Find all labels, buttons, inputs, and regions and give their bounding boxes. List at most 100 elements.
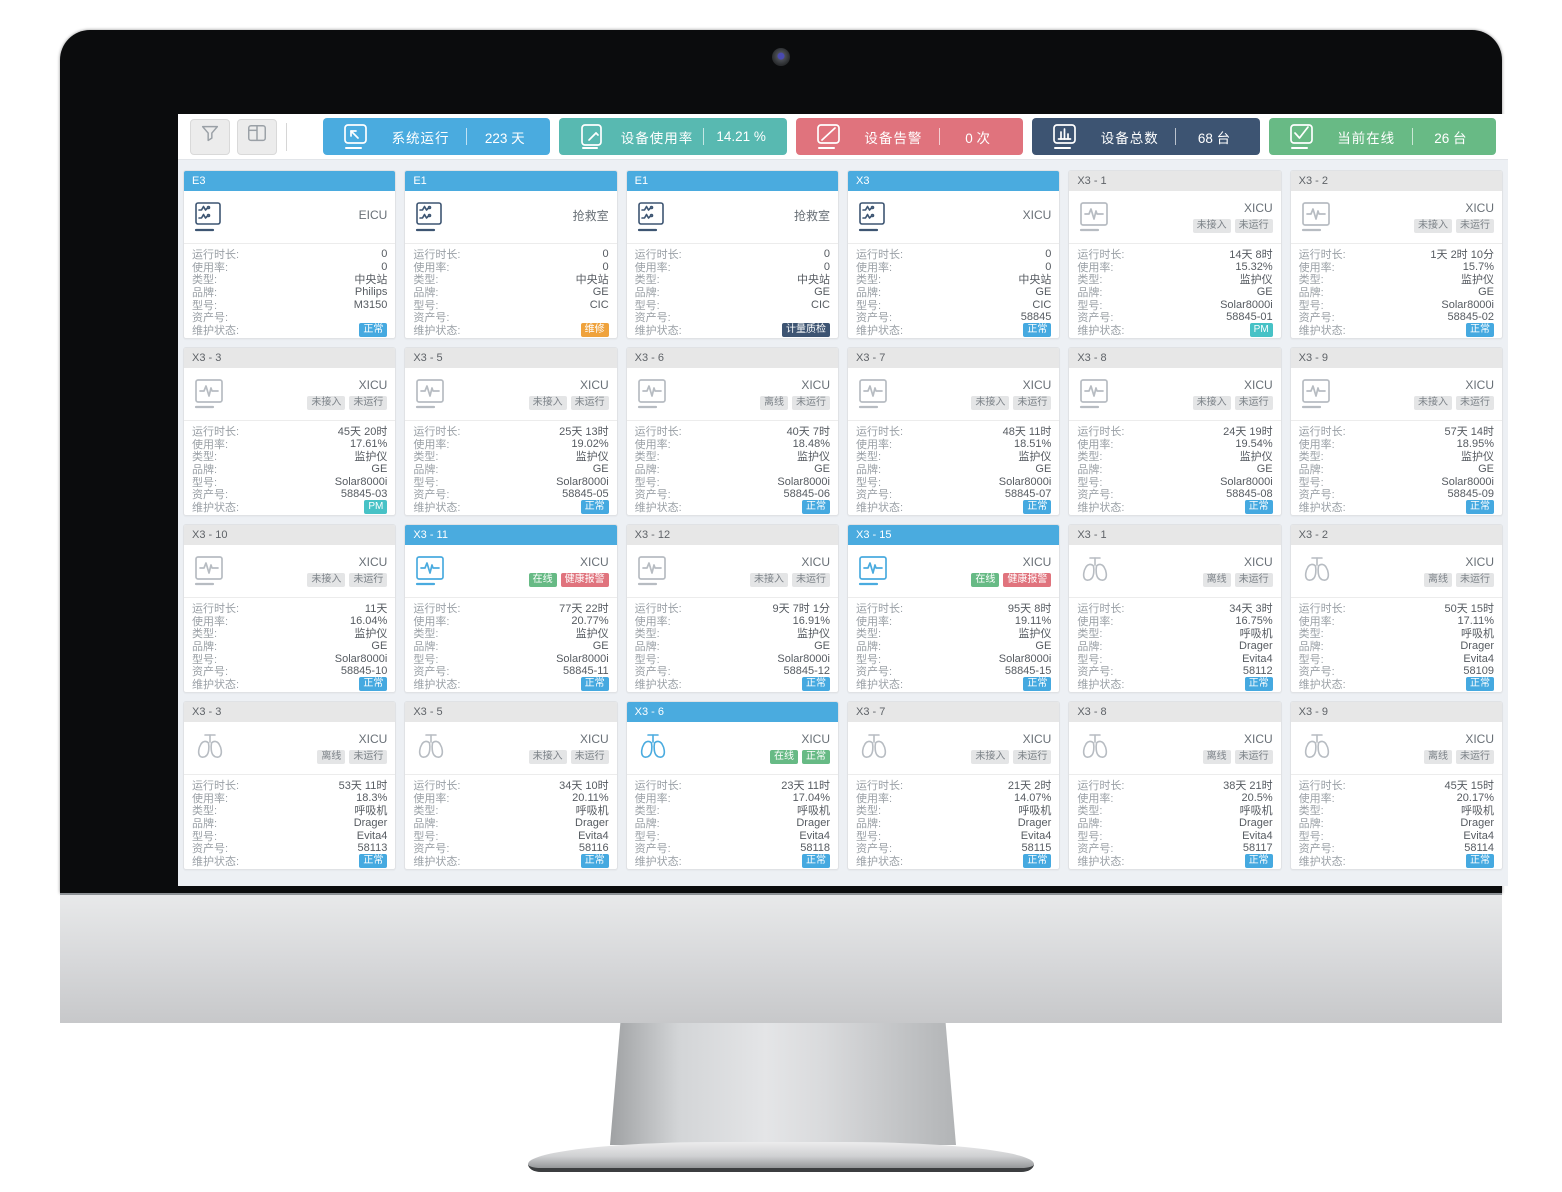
field-value: 58112 bbox=[1242, 665, 1273, 678]
detail-row-type: 类型: 监护仪 bbox=[856, 450, 1051, 463]
device-card[interactable]: X3 - 11 XICU 在线 健康报警 运行时长: 77天 22时 使用率: 2… bbox=[404, 524, 618, 693]
detail-row-asset: 资产号: 58114 bbox=[1299, 842, 1494, 855]
status-badges: 离线 未运行 bbox=[1202, 573, 1273, 587]
field-value: Evita4 bbox=[1242, 829, 1273, 842]
device-card[interactable]: X3 - 7 XICU 未接入 未运行 运行时长: 48天 11时 使用率: 18… bbox=[846, 347, 1061, 516]
stat-chip-total-devices[interactable]: 设备总数 68 台 bbox=[1032, 118, 1260, 155]
detail-row-runtime: 运行时长: 95天 8时 bbox=[856, 602, 1051, 615]
field-value: 监护仪 bbox=[354, 451, 388, 464]
detail-row-model: 型号: Solar8000i bbox=[192, 475, 387, 489]
device-card[interactable]: E1 抢救室 运行时长: 0 使用率: 0 类型: 中央站 bbox=[625, 170, 839, 339]
field-label: 使用率: bbox=[1298, 261, 1335, 274]
stat-chip-system-uptime[interactable]: 系统运行 223 天 bbox=[323, 118, 551, 155]
device-card[interactable]: X3 XICU 运行时长: 0 使用率: 0 类型: 中央站 bbox=[846, 170, 1061, 339]
field-label: 使用率: bbox=[1298, 615, 1335, 628]
field-label: 运行时长: bbox=[192, 426, 240, 439]
patient-monitor-icon bbox=[637, 379, 666, 409]
status-badges: 在线 健康报警 bbox=[528, 573, 609, 587]
device-card[interactable]: X3 - 5 XICU 未接入 未运行 运行时长: 34天 10时 使用率: 20… bbox=[404, 701, 618, 870]
status-badge: 未接入 bbox=[749, 573, 788, 587]
device-card[interactable]: E3 EICU 运行时长: 0 使用率: 0 类型: 中央站 bbox=[183, 170, 397, 339]
maintenance-badge: 正常 bbox=[1244, 676, 1273, 691]
device-details: 运行时长: 57天 14时 使用率: 18.95% 类型: 监护仪 品牌: GE… bbox=[1291, 421, 1502, 515]
stat-chip-usage-rate[interactable]: 设备使用率 14.21 % bbox=[559, 118, 787, 155]
device-card[interactable]: X3 - 9 XICU 离线 未运行 运行时长: 45天 15时 使用率: 20.… bbox=[1289, 701, 1503, 870]
device-details: 运行时长: 0 使用率: 0 类型: 中央站 品牌: GE 型号: CIC 资产… bbox=[405, 244, 616, 338]
detail-row-asset: 资产号: 58845-06 bbox=[635, 488, 830, 501]
field-value: 20.77% bbox=[571, 614, 609, 627]
field-label: 品牌: bbox=[192, 287, 218, 300]
device-id: X3 - 12 bbox=[626, 525, 838, 545]
location-label: XICU bbox=[801, 555, 830, 569]
chip-divider bbox=[702, 128, 704, 145]
device-card[interactable]: X3 - 1 XICU 未接入 未运行 运行时长: 14天 8时 使用率: 15.… bbox=[1068, 170, 1282, 339]
field-label: 维护状态: bbox=[634, 855, 682, 868]
detail-row-asset: 资产号: 58113 bbox=[192, 842, 387, 855]
field-value: 58845-10 bbox=[340, 665, 388, 678]
detail-row-model: 型号: CIC bbox=[635, 298, 830, 312]
detail-row-usage: 使用率: 19.11% bbox=[856, 615, 1051, 628]
field-value: M3150 bbox=[353, 298, 388, 311]
field-value: 20.5% bbox=[1241, 791, 1273, 804]
location-label: XICU bbox=[1022, 378, 1052, 392]
device-card[interactable]: X3 - 8 XICU 离线 未运行 运行时长: 38天 21时 使用率: 20.… bbox=[1068, 701, 1282, 870]
layout-button[interactable] bbox=[237, 118, 277, 155]
status-badges: 未接入 未运行 bbox=[971, 396, 1052, 410]
detail-row-usage: 使用率: 16.04% bbox=[192, 615, 387, 628]
field-label: 品牌: bbox=[1077, 464, 1103, 477]
detail-row-brand: 品牌: GE bbox=[1077, 463, 1272, 476]
device-type-icon bbox=[635, 201, 677, 233]
device-card[interactable]: X3 - 3 XICU 离线 未运行 运行时长: 53天 11时 使用率: 18.… bbox=[183, 701, 397, 870]
detail-row-maintenance: 维护状态: 正常 bbox=[1077, 676, 1273, 691]
field-value: 0 bbox=[602, 260, 609, 273]
card-grid: E3 EICU 运行时长: 0 使用率: 0 类型: 中央站 bbox=[178, 160, 1508, 880]
detail-row-usage: 使用率: 17.61% bbox=[192, 438, 387, 451]
device-card[interactable]: X3 - 6 XICU 离线 未运行 运行时长: 40天 7时 使用率: 18.4… bbox=[625, 347, 839, 516]
device-card[interactable]: X3 - 1 XICU 离线 未运行 运行时长: 34天 3时 使用率: 16.7… bbox=[1068, 524, 1282, 693]
status-badges: 未接入 未运行 bbox=[1413, 219, 1494, 233]
field-value: 0 bbox=[823, 248, 830, 261]
field-label: 型号: bbox=[1298, 476, 1324, 489]
device-card[interactable]: X3 - 7 XICU 未接入 未运行 运行时长: 21天 2时 使用率: 14.… bbox=[846, 701, 1061, 870]
device-card[interactable]: X3 - 10 XICU 未接入 未运行 运行时长: 11天 使用率: 16.04… bbox=[183, 524, 397, 693]
patient-monitor-icon bbox=[416, 556, 445, 586]
detail-row-runtime: 运行时长: 45天 15时 bbox=[1299, 779, 1494, 792]
device-card[interactable]: X3 - 2 XICU 离线 未运行 运行时长: 50天 15时 使用率: 17.… bbox=[1289, 524, 1503, 693]
device-card[interactable]: X3 - 9 XICU 未接入 未运行 运行时长: 57天 14时 使用率: 18… bbox=[1289, 347, 1503, 516]
detail-row-runtime: 运行时长: 40天 7时 bbox=[635, 425, 830, 438]
device-card[interactable]: X3 - 6 XICU 在线 正常 运行时长: 23天 11时 使用率: 17.0… bbox=[625, 701, 839, 870]
device-card[interactable]: X3 - 3 XICU 未接入 未运行 运行时长: 45天 20时 使用率: 17… bbox=[183, 347, 397, 516]
device-card[interactable]: X3 - 8 XICU 未接入 未运行 运行时长: 24天 19时 使用率: 19… bbox=[1068, 347, 1282, 516]
field-value: 58845-12 bbox=[783, 665, 830, 678]
detail-row-asset: 资产号: bbox=[192, 311, 387, 324]
field-value: Evita4 bbox=[1020, 829, 1052, 842]
device-details: 运行时长: 24天 19时 使用率: 19.54% 类型: 监护仪 品牌: GE… bbox=[1069, 421, 1280, 515]
maintenance-badge: 正常 bbox=[1465, 676, 1494, 691]
stat-chip-online-now[interactable]: 当前在线 26 台 bbox=[1268, 118, 1497, 155]
device-card[interactable]: X3 - 15 XICU 在线 健康报警 运行时长: 95天 8时 使用率: 19… bbox=[846, 524, 1061, 693]
status-badges: 未接入 未运行 bbox=[307, 396, 388, 410]
device-card[interactable]: X3 - 12 XICU 未接入 未运行 运行时长: 9天 7时 1分 使用率: … bbox=[625, 524, 839, 693]
monitor-chin bbox=[60, 893, 1502, 1023]
detail-row-brand: 品牌: GE bbox=[1077, 286, 1272, 299]
field-label: 资产号: bbox=[1077, 312, 1114, 325]
device-card[interactable]: E1 抢救室 运行时长: 0 使用率: 0 类型: 中央站 bbox=[404, 170, 618, 339]
device-details: 运行时长: 0 使用率: 0 类型: 中央站 品牌: GE 型号: CIC 资产… bbox=[848, 244, 1059, 338]
field-value: GE bbox=[1256, 463, 1273, 476]
detail-row-type: 类型: 中央站 bbox=[856, 273, 1051, 286]
detail-row-runtime: 运行时长: 0 bbox=[635, 248, 830, 261]
toolbar-divider bbox=[286, 122, 287, 151]
detail-row-maintenance: 维护状态: PM bbox=[192, 499, 388, 514]
device-card[interactable]: X3 - 2 XICU 未接入 未运行 运行时长: 1天 2时 10分 使用率: … bbox=[1289, 170, 1503, 339]
detail-row-usage: 使用率: 18.3% bbox=[192, 792, 387, 805]
field-label: 品牌: bbox=[634, 641, 660, 654]
filter-button[interactable] bbox=[190, 118, 230, 155]
field-label: 资产号: bbox=[192, 666, 229, 679]
status-badge: 正常 bbox=[801, 750, 830, 764]
device-status-block: XICU 未接入 未运行 bbox=[528, 378, 609, 410]
device-card[interactable]: X3 - 5 XICU 未接入 未运行 运行时长: 25天 13时 使用率: 19… bbox=[404, 347, 618, 516]
stat-chip-alerts[interactable]: 设备告警 0 次 bbox=[795, 118, 1024, 155]
field-value: GE bbox=[814, 286, 830, 299]
central-station-icon bbox=[194, 202, 221, 232]
device-status-block: XICU 离线 未运行 bbox=[1423, 555, 1494, 587]
